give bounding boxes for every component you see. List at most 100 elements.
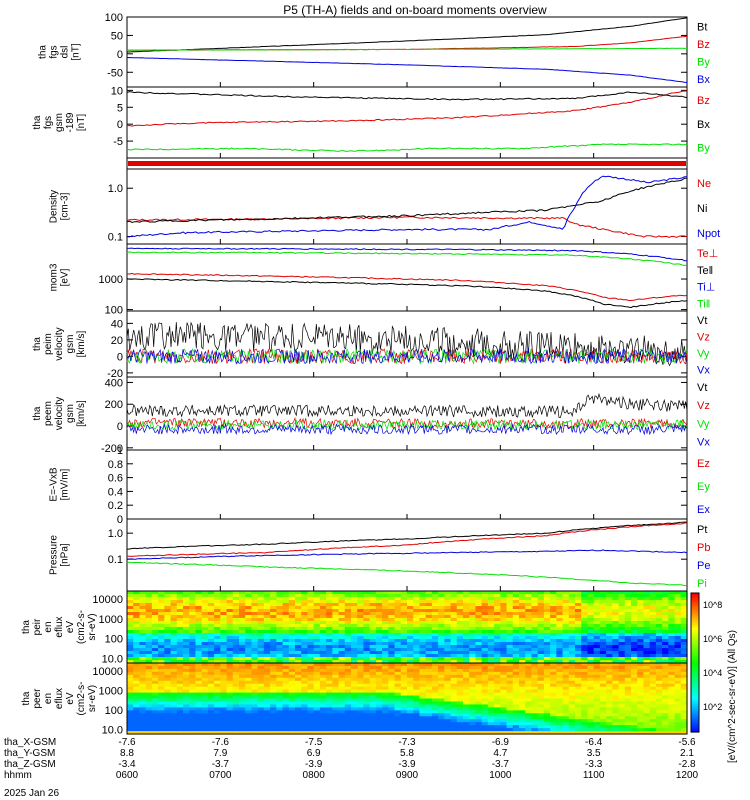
spectrogram-cell xyxy=(388,686,396,691)
spectrogram-cell xyxy=(438,728,445,732)
spectrogram-cell xyxy=(232,627,240,631)
spectrogram-cell xyxy=(631,645,638,649)
spectrogram-cell xyxy=(463,716,470,720)
spectrogram-cell xyxy=(151,648,159,652)
spectrogram-cell xyxy=(214,630,221,634)
spectrogram-cell xyxy=(631,639,638,643)
spectrogram-cell xyxy=(531,668,539,673)
spectrogram-cell xyxy=(338,615,346,619)
xaxis-row-label: hhmm xyxy=(4,770,32,781)
spectrogram-cell xyxy=(338,698,346,703)
spectrogram-cell xyxy=(270,612,277,616)
spectrogram-cell xyxy=(133,665,141,670)
spectrogram-cell xyxy=(307,618,315,622)
spectrogram-cell xyxy=(363,627,371,631)
spectrogram-cell xyxy=(263,657,271,661)
spectrogram-cell xyxy=(288,663,296,667)
spectrogram-cell xyxy=(382,618,389,622)
spectrogram-cell xyxy=(201,683,209,688)
spectrogram-cell xyxy=(612,689,620,694)
spectrogram-cell xyxy=(257,621,265,625)
spectrogram-cell xyxy=(593,621,601,625)
spectrogram-cell xyxy=(581,722,589,726)
spectrogram-cell xyxy=(388,600,396,604)
spectrogram-cell xyxy=(649,686,657,691)
spectrogram-cell xyxy=(649,677,657,682)
spectrogram-cell xyxy=(183,660,190,664)
spectrogram-cell xyxy=(400,651,408,655)
spectrogram-cell xyxy=(631,627,638,631)
spectrogram-cell xyxy=(525,710,533,714)
spectrogram-cell xyxy=(456,722,464,726)
spectrogram-cell xyxy=(581,591,589,595)
spectrogram-cell xyxy=(338,618,346,622)
spectrogram-cell xyxy=(127,618,134,622)
spectrogram-cell xyxy=(394,630,402,634)
spectrogram-cell xyxy=(668,630,676,634)
spectrogram-cell xyxy=(394,600,402,604)
spectrogram-cell xyxy=(674,594,682,598)
spectrogram-cell xyxy=(519,671,526,676)
spectrogram-cell xyxy=(263,731,271,735)
spectrogram-cell xyxy=(450,695,458,700)
spectrogram-cell xyxy=(145,683,153,688)
spectrogram-cell xyxy=(363,618,371,622)
xaxis-value: -7.5 xyxy=(305,737,323,748)
spectrogram-cell xyxy=(494,618,501,622)
spectrogram-cell xyxy=(344,627,352,631)
spectrogram-cell xyxy=(419,701,427,706)
spectrogram-cell xyxy=(425,725,433,729)
spectrogram-cell xyxy=(176,701,184,706)
spectrogram-cell xyxy=(575,600,582,604)
spectrogram-cell xyxy=(500,636,508,640)
spectrogram-cell xyxy=(624,594,632,598)
spectrogram-cell xyxy=(239,683,246,688)
spectrogram-cell xyxy=(637,674,645,679)
spectrogram-cell xyxy=(151,594,159,598)
spectrogram-cell xyxy=(301,657,309,661)
legend-label: Pt xyxy=(697,524,707,536)
spectrogram-cell xyxy=(631,725,638,729)
spectrogram-cell xyxy=(487,615,495,619)
spectrogram-cell xyxy=(257,701,265,706)
spectrogram-cell xyxy=(257,680,265,685)
spectrogram-cell xyxy=(475,630,483,634)
spectrogram-cell xyxy=(543,704,551,708)
spectrogram-cell xyxy=(662,674,669,679)
spectrogram-cell xyxy=(606,624,613,628)
spectrogram-cell xyxy=(631,630,638,634)
spectrogram-cell xyxy=(282,594,290,598)
spectrogram-cell xyxy=(313,600,321,604)
spectrogram-cell xyxy=(456,680,464,685)
spectrogram-cell xyxy=(624,725,632,729)
spectrogram-cell xyxy=(531,704,539,708)
spectrogram-cell xyxy=(550,651,557,655)
spectrogram-cell xyxy=(207,618,215,622)
spectrogram-cell xyxy=(394,689,402,694)
spectrogram-cell xyxy=(431,683,439,688)
y-axis-label: E=-VxB xyxy=(49,467,60,502)
spectrogram-cell xyxy=(407,722,414,726)
spectrogram-cell xyxy=(431,621,439,625)
spectrogram-cell xyxy=(220,657,228,661)
spectrogram-cell xyxy=(575,731,582,735)
spectrogram-cell xyxy=(295,695,302,700)
spectrogram-cell xyxy=(214,627,221,631)
spectrogram-cell xyxy=(164,621,172,625)
spectrogram-cell xyxy=(369,594,377,598)
spectrogram-cell xyxy=(469,686,477,691)
spectrogram-cell xyxy=(351,651,358,655)
spectrogram-cell xyxy=(239,651,246,655)
spectrogram-cell xyxy=(612,701,620,706)
spectrogram-cell xyxy=(475,671,483,676)
spectrogram-cell xyxy=(251,686,259,691)
spectrogram-cell xyxy=(655,591,663,595)
spectrogram-cell xyxy=(444,683,452,688)
spectrogram-cell xyxy=(655,642,663,646)
spectrogram-cell xyxy=(319,606,327,610)
spectrogram-cell xyxy=(550,603,557,607)
spectrogram-cell xyxy=(139,600,147,604)
spectrogram-cell xyxy=(481,707,489,711)
spectrogram-cell xyxy=(674,651,682,655)
spectrogram-cell xyxy=(568,710,576,714)
